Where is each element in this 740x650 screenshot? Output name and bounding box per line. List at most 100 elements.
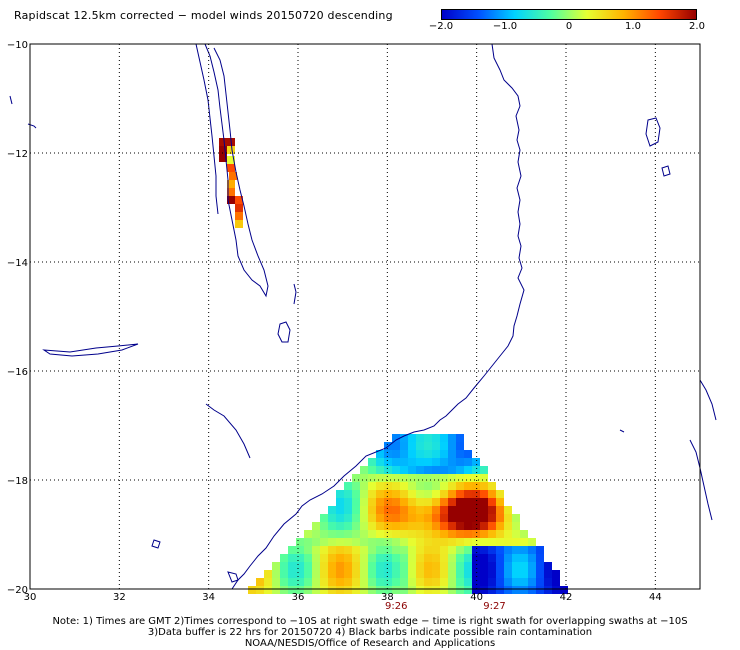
swath-cell	[440, 570, 448, 578]
swath-cell	[400, 450, 408, 458]
swath-cell	[368, 538, 376, 546]
swath-cell	[440, 466, 448, 474]
swath-cell	[480, 562, 488, 570]
swath-cell	[536, 562, 544, 570]
swath-cell	[488, 562, 496, 570]
swath-cell	[400, 498, 408, 506]
swath-cell	[336, 514, 344, 522]
swath-cell	[392, 578, 400, 586]
swath-cell	[432, 530, 440, 538]
swath-cell	[227, 156, 235, 164]
swath-cell	[408, 474, 416, 482]
swath-cell	[360, 538, 368, 546]
swath-cell	[448, 586, 456, 594]
swath-cell	[384, 570, 392, 578]
swath-cell	[456, 522, 464, 530]
swath-cell	[488, 546, 496, 554]
swath-cell	[496, 490, 504, 498]
swath-cell	[520, 586, 528, 594]
swath-cell	[392, 522, 400, 530]
swath-cell	[352, 562, 360, 570]
swath-cell	[360, 586, 368, 594]
swath-cell	[472, 514, 480, 522]
swath-cell	[512, 522, 520, 530]
swath-cell	[528, 554, 536, 562]
swath-cell	[392, 466, 400, 474]
swath-cell	[352, 578, 360, 586]
axis-tick-labels: 30 32 34 36 38 40 42 44 −10 −12 −14 −16 −18 −20	[7, 40, 662, 603]
swath-cell	[432, 474, 440, 482]
colorbar-tick-label: 2.0	[689, 21, 705, 32]
swath-cell	[480, 490, 488, 498]
swath-cell	[408, 522, 416, 530]
swath-cell	[384, 458, 392, 466]
swath-cell	[336, 562, 344, 570]
swath-cell	[320, 562, 328, 570]
swath-cell	[392, 514, 400, 522]
swath-cell	[464, 458, 472, 466]
note-line-3: NOAA/NESDIS/Office of Research and Appli…	[244, 638, 496, 649]
swath-cell	[456, 458, 464, 466]
swath-cell	[480, 474, 488, 482]
swath-cell	[488, 522, 496, 530]
swath-cell	[304, 554, 312, 562]
swath-cell	[480, 538, 488, 546]
swath-cell	[384, 562, 392, 570]
swath-cell	[288, 554, 296, 562]
swath-cell	[368, 514, 376, 522]
swath-cell	[424, 554, 432, 562]
swath-cell	[312, 546, 320, 554]
swath-cell	[352, 522, 360, 530]
swath-cell	[376, 562, 384, 570]
swath-cell	[408, 434, 416, 442]
swath-cell	[336, 530, 344, 538]
swath-cell	[360, 522, 368, 530]
swath-cell	[416, 514, 424, 522]
swath-cell	[376, 482, 384, 490]
swath-cell	[368, 466, 376, 474]
swath-cell	[304, 586, 312, 594]
swath-cell	[408, 570, 416, 578]
swath-cell	[472, 570, 480, 578]
swath-cell	[480, 546, 488, 554]
swath-cell	[328, 530, 336, 538]
swath-cell	[432, 442, 440, 450]
swath-cell	[384, 538, 392, 546]
swath-cell	[368, 530, 376, 538]
swath-cell	[368, 482, 376, 490]
swath-cell	[448, 514, 456, 522]
swath-cell	[360, 474, 368, 482]
swath-cell	[448, 458, 456, 466]
swath-cell	[472, 562, 480, 570]
swath-cell	[416, 482, 424, 490]
swath-cell	[464, 450, 472, 458]
swath-cell	[432, 466, 440, 474]
swath-cell	[504, 522, 512, 530]
coastline-segment	[42, 343, 139, 357]
coastline-segment	[27, 123, 37, 129]
colorbar-tick-label: 0	[565, 21, 573, 32]
swath-cell	[512, 570, 520, 578]
swath-cell	[424, 450, 432, 458]
swath-cell	[360, 530, 368, 538]
swath-cell	[496, 546, 504, 554]
swath-cell	[320, 554, 328, 562]
swath-cell	[328, 522, 336, 530]
swath-cell	[424, 498, 432, 506]
swath-cell	[408, 546, 416, 554]
swath-cell	[464, 546, 472, 554]
swath-cell	[352, 482, 360, 490]
swath-cell	[235, 196, 243, 204]
swath-cell	[368, 522, 376, 530]
swath-cell	[480, 570, 488, 578]
swath-cell	[464, 474, 472, 482]
swath-cell	[488, 498, 496, 506]
swath-cell	[440, 490, 448, 498]
swath-cell	[496, 554, 504, 562]
swath-cell	[448, 554, 456, 562]
swath-cell	[448, 522, 456, 530]
swath-cell	[248, 586, 256, 594]
swath-cell	[392, 482, 400, 490]
swath-cell	[256, 586, 264, 594]
swath-cell	[360, 570, 368, 578]
